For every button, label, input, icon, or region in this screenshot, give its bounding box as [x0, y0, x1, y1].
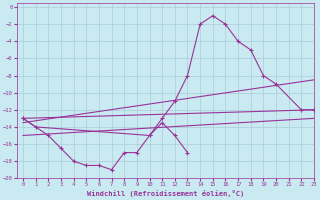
X-axis label: Windchill (Refroidissement éolien,°C): Windchill (Refroidissement éolien,°C): [87, 190, 244, 197]
